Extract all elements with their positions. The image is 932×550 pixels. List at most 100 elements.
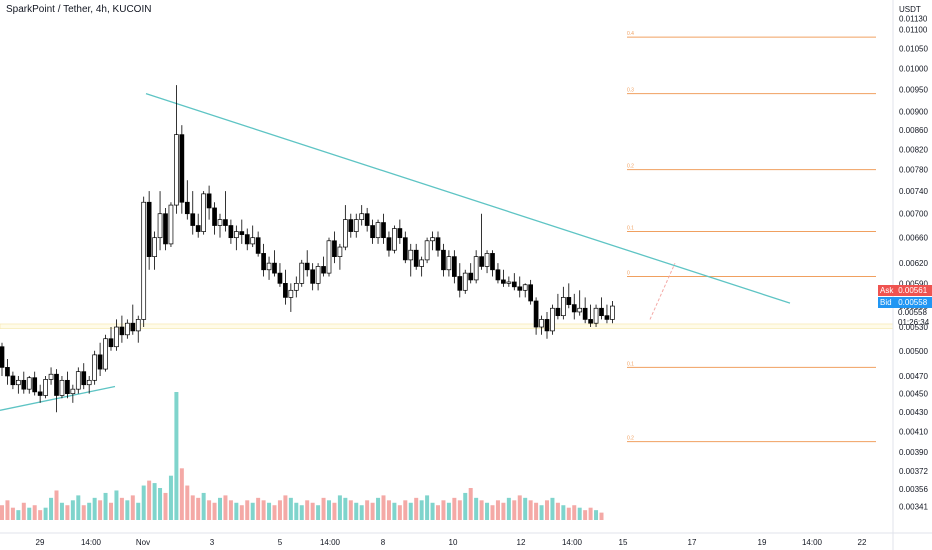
volume-bar — [223, 495, 228, 520]
volume-bar — [430, 502, 435, 520]
time-tick-label: 3 — [210, 538, 215, 547]
volume-bar — [267, 502, 272, 520]
price-tick-label: 0.01100 — [899, 26, 928, 35]
candle-body — [566, 297, 572, 305]
fib-levels: 0.4 0.3 0.2 0.1 0 0.1 0.2 — [627, 31, 876, 443]
volume-bar — [239, 505, 244, 520]
candle-body — [599, 307, 604, 317]
candle-body — [528, 284, 534, 302]
volume-bar — [403, 500, 408, 520]
volume-bar — [474, 497, 479, 520]
candle-body — [419, 259, 424, 267]
volume-bar — [136, 502, 141, 520]
candle-body — [392, 228, 397, 251]
volume-bar — [21, 502, 26, 520]
volume-bar — [245, 500, 250, 520]
candle-body — [397, 228, 403, 239]
volume-bar — [479, 500, 484, 520]
volume-bar — [555, 502, 560, 520]
volume-bar — [228, 500, 233, 520]
bid-tag: Bid 0.00558 — [878, 297, 932, 308]
ask-tag: Ask 0.00561 — [878, 285, 932, 296]
volume-bar — [98, 500, 103, 520]
candle-body — [266, 262, 272, 271]
candle-body — [381, 222, 386, 239]
volume-bar — [283, 495, 288, 520]
volume-bar — [256, 497, 261, 520]
candle-body — [103, 338, 108, 370]
candle-body — [375, 222, 381, 239]
candle-body — [484, 253, 490, 267]
volume-bar — [76, 495, 81, 520]
volume-bar — [386, 500, 391, 520]
candle-body — [244, 234, 250, 245]
fib-label: 0.2 — [627, 436, 634, 442]
candle-body — [124, 322, 130, 336]
candle-body — [424, 240, 430, 261]
candle-body — [70, 388, 76, 395]
volume-bar — [337, 495, 342, 520]
price-tick-label: 0.00450 — [899, 390, 928, 399]
volume-bar — [452, 497, 457, 520]
volume-bar — [316, 505, 321, 520]
volume-bar — [321, 497, 326, 520]
volume-bar — [332, 502, 337, 520]
volume-bar — [566, 507, 571, 520]
candle-body — [495, 269, 501, 281]
fib-label: 0.1 — [627, 226, 634, 232]
volume-bar — [577, 507, 582, 520]
volume-bar — [588, 507, 593, 520]
volume-bar — [446, 502, 451, 520]
price-tick-label: 0.00700 — [899, 210, 928, 219]
candle-body — [168, 204, 174, 245]
candle-body — [157, 213, 163, 239]
trendlines[interactable] — [0, 93, 791, 411]
volume-bar — [59, 502, 64, 520]
candle-body — [473, 256, 479, 281]
price-tick-label: 0.01130 — [899, 15, 928, 24]
candlestick-series[interactable] — [0, 85, 615, 413]
candle-body — [348, 219, 354, 232]
candle-body — [195, 225, 201, 232]
volume-bar — [81, 505, 86, 520]
volume-bar — [141, 485, 146, 520]
volume-bar — [212, 502, 217, 520]
volume-bar — [436, 505, 440, 520]
volume-bar — [528, 500, 533, 520]
chart-title: SparkPoint / Tether, 4h, KUCOIN — [6, 4, 152, 15]
volume-bar — [512, 500, 517, 520]
candle-body — [234, 231, 239, 239]
volume-bar — [327, 500, 331, 520]
volume-bar — [517, 495, 522, 520]
price-tick-label: 0.00341 — [899, 503, 928, 512]
candle-body — [506, 281, 512, 284]
candle-body — [108, 338, 114, 348]
candle-body — [239, 231, 245, 235]
volume-bar — [32, 505, 37, 520]
price-tick-label: 0.00620 — [899, 259, 928, 268]
volume-bar — [354, 502, 359, 520]
volume-bar — [54, 490, 59, 520]
volume-bar — [365, 500, 370, 520]
price-tick-label: 0.00740 — [899, 187, 928, 196]
volume-bar — [87, 502, 92, 520]
candle-body — [206, 193, 212, 209]
candle-body — [462, 272, 468, 291]
time-tick-label: 15 — [619, 538, 628, 547]
volume-bar — [419, 500, 424, 520]
candle-body — [190, 213, 196, 226]
volume-bar — [10, 507, 15, 520]
candle-body — [152, 237, 157, 257]
time-tick-label: 10 — [449, 538, 458, 547]
candle-body — [277, 272, 283, 284]
volume-bar — [359, 505, 364, 520]
candle-body — [146, 201, 152, 257]
volume-bar — [441, 500, 446, 520]
candle-body — [272, 262, 277, 274]
candle-body — [353, 219, 359, 232]
price-tick-label: 0.00860 — [899, 126, 928, 135]
candle-body — [288, 289, 294, 298]
ask-value: 0.00561 — [898, 286, 928, 295]
